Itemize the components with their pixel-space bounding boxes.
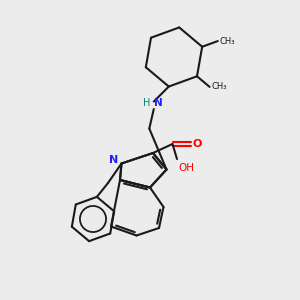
Text: H: H	[143, 98, 151, 108]
Text: O: O	[193, 139, 202, 149]
Text: N: N	[154, 98, 163, 108]
Text: CH₃: CH₃	[211, 82, 226, 91]
Text: OH: OH	[178, 163, 194, 172]
Text: N: N	[109, 155, 118, 165]
Text: CH₃: CH₃	[219, 37, 235, 46]
